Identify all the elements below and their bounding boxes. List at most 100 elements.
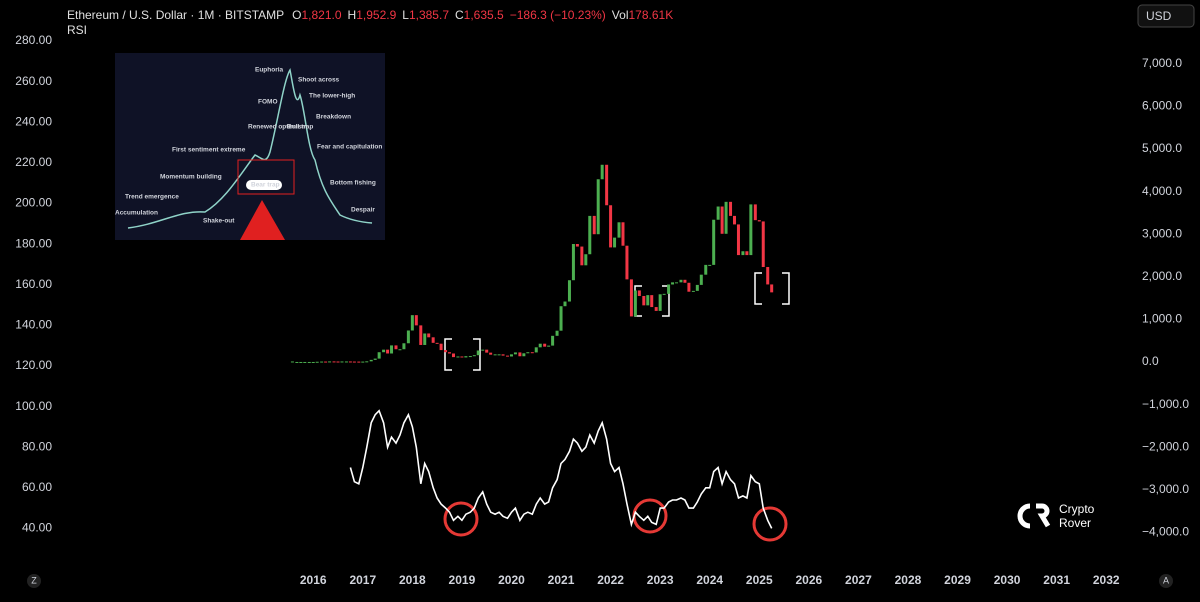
candle — [575, 244, 579, 247]
candle — [538, 343, 542, 348]
h-key: H — [348, 8, 357, 22]
candle — [332, 361, 336, 363]
indicator-label: RSI — [67, 23, 87, 37]
y-tick-label: 60.00 — [22, 480, 52, 494]
inset-bg — [115, 53, 385, 240]
candle — [439, 343, 443, 351]
candle — [683, 279, 687, 283]
candle — [518, 352, 522, 357]
candle — [625, 245, 629, 280]
candle — [658, 294, 662, 311]
candle — [460, 356, 464, 358]
candle — [633, 290, 637, 317]
corner-label[interactable]: Z — [31, 575, 37, 585]
candle — [654, 307, 658, 311]
c-key: C — [455, 8, 464, 22]
candle — [377, 352, 381, 359]
x-tick-label: 2021 — [548, 573, 575, 587]
y2-tick-label: 3,000.0 — [1142, 226, 1182, 240]
candle — [605, 164, 609, 206]
candle — [394, 345, 398, 350]
inset-label: Accumulation — [115, 210, 158, 217]
candle — [435, 342, 439, 344]
candle — [336, 361, 340, 363]
y2-tick-label: 7,000.0 — [1142, 56, 1182, 70]
currency-button[interactable] — [1137, 4, 1195, 28]
y2-tick-label: −2,000.0 — [1142, 439, 1189, 453]
header: Ethereum / U.S. Dollar · 1M · BITSTAMP O1… — [67, 8, 673, 22]
x-tick-label: 2026 — [795, 573, 822, 587]
candle — [468, 356, 472, 358]
corner-label[interactable]: A — [1163, 575, 1169, 585]
logo-text: Rover — [1059, 516, 1091, 530]
candle — [600, 164, 604, 180]
corner-button[interactable] — [1159, 574, 1173, 588]
x-tick-label: 2020 — [498, 573, 525, 587]
x-tick-label: 2032 — [1093, 573, 1120, 587]
candle — [352, 361, 356, 363]
x-tick-label: 2028 — [895, 573, 922, 587]
candle — [699, 274, 703, 285]
candle — [555, 330, 559, 336]
bear-trap-pill — [246, 180, 282, 190]
inset-label: Despair — [351, 207, 375, 214]
y-tick-label: 180.00 — [15, 236, 52, 250]
inset-box — [237, 159, 295, 195]
candle — [410, 315, 414, 331]
x-tick-label: 2022 — [597, 573, 624, 587]
x-tick-label: 2024 — [696, 573, 723, 587]
candle — [369, 359, 373, 362]
candle — [361, 361, 365, 363]
candle — [588, 215, 592, 255]
candle — [357, 361, 361, 363]
candle — [567, 280, 571, 302]
candle — [596, 179, 600, 235]
y-tick-label: 200.00 — [15, 196, 52, 210]
candle — [324, 361, 328, 363]
corner-button[interactable] — [27, 574, 41, 588]
candle — [646, 295, 650, 306]
candle — [563, 301, 567, 307]
bracket — [444, 338, 481, 371]
candle — [307, 361, 311, 363]
candle — [419, 325, 423, 345]
candle — [481, 349, 485, 351]
candle — [733, 215, 736, 225]
candle — [464, 356, 468, 358]
y2-tick-label: −3,000.0 — [1142, 482, 1189, 496]
l-value: 1,385.7 — [409, 8, 449, 22]
candle — [373, 358, 377, 360]
c-value: 1,635.5 — [464, 8, 504, 22]
candle — [667, 284, 671, 294]
candle — [382, 349, 386, 353]
candle — [493, 354, 497, 356]
logo-mark — [1017, 503, 1051, 529]
x-tick-label: 2030 — [994, 573, 1021, 587]
candle — [621, 222, 625, 246]
inset-label: Trend emergence — [125, 194, 179, 201]
x-tick-label: 2025 — [746, 573, 773, 587]
candle — [526, 352, 530, 354]
candle — [506, 355, 510, 357]
inset-arrow — [240, 200, 285, 240]
candle — [340, 361, 344, 363]
y2-tick-label: −4,000.0 — [1142, 525, 1189, 539]
logo: Crypto Rover — [1017, 502, 1095, 530]
y2-tick-label: 5,000.0 — [1142, 141, 1182, 155]
candle — [617, 222, 621, 238]
candle — [729, 201, 733, 216]
x-tick-label: 2031 — [1043, 573, 1070, 587]
candle — [708, 264, 712, 266]
candle — [687, 282, 691, 292]
candle — [712, 219, 716, 265]
candle — [745, 251, 749, 256]
y-tick-label: 220.00 — [15, 155, 52, 169]
y2-tick-label: 0.0 — [1142, 354, 1159, 368]
x-tick-label: 2023 — [647, 573, 674, 587]
circles — [443, 498, 788, 542]
candle — [741, 251, 745, 256]
y-tick-label: 80.00 — [22, 439, 52, 453]
logo-text: Crypto — [1059, 502, 1095, 516]
currency[interactable]: USD — [1146, 9, 1172, 23]
